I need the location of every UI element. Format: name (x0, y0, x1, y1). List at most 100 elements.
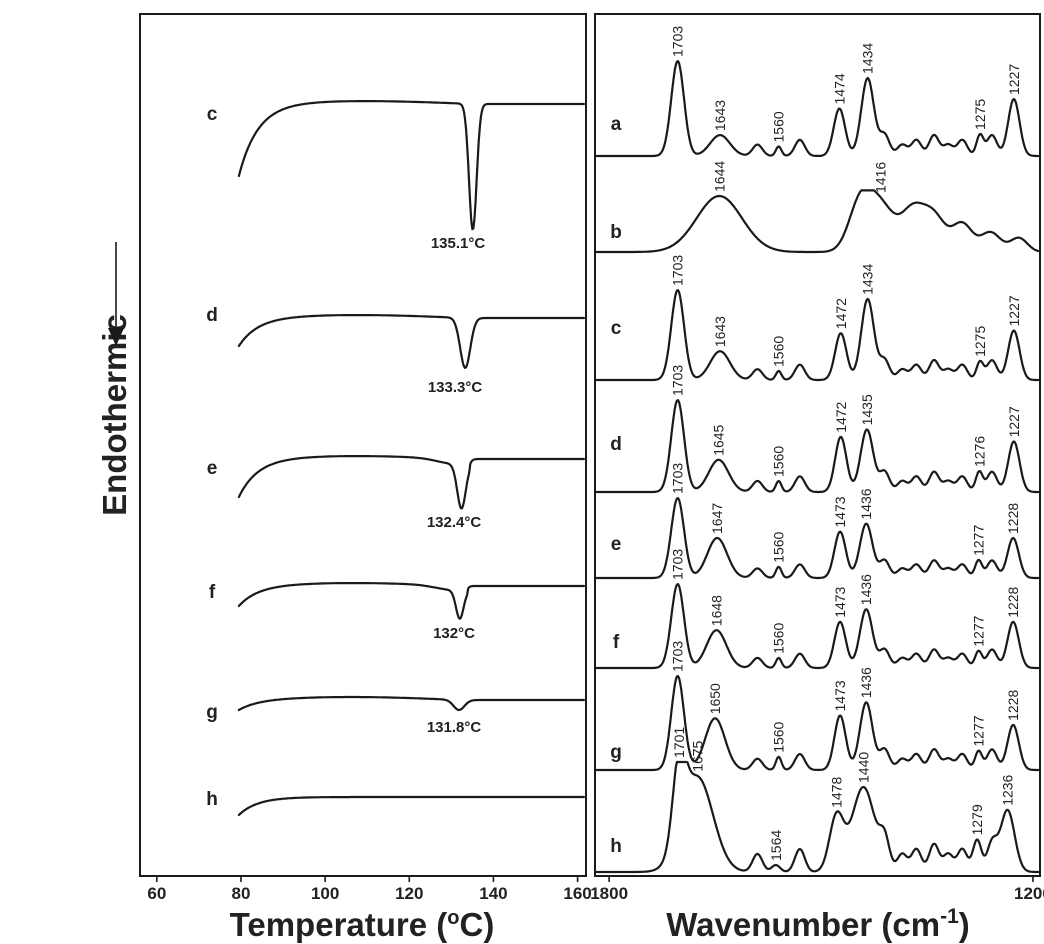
dsc-curve-label-d: d (206, 305, 218, 326)
dsc-x-axis-label-prefix: Temperature ( (230, 906, 448, 943)
ftir-band-label: 1227 (1006, 406, 1022, 437)
ftir-x-axis-label-suffix: ) (959, 906, 970, 943)
ftir-spectrum-b (595, 189, 1040, 254)
dsc-x-tick-label: 140 (479, 884, 507, 903)
ftir-band-label: 1473 (832, 496, 848, 527)
ftir-band-label: 1227 (1006, 295, 1022, 326)
ftir-spectrum-label-g: g (610, 742, 622, 763)
ftir-band-label: 1227 (1006, 64, 1022, 95)
ftir-band-label: 1275 (972, 326, 988, 357)
dsc-curves: c 135.1°C d 133.3°C e 132.4°C f 132°C g 131.8°C h (206, 100, 585, 817)
dsc-curve-f (237, 582, 585, 620)
ftir-spectrum-label-h: h (610, 836, 622, 857)
ftir-x-axis-label: Wavenumber (cm-1) (666, 905, 970, 943)
ftir-x-tick-label: 1800 (590, 884, 628, 903)
ftir-x-ticks: 1800 1200 (590, 876, 1044, 903)
dsc-x-axis-label-degree: o (447, 907, 459, 929)
ftir-band-label: 1648 (709, 595, 725, 626)
ftir-band-label: 1701 (671, 727, 687, 758)
dsc-curve-e (237, 455, 585, 510)
ftir-spectrum-e (595, 497, 1040, 580)
ftir-band-label: 1703 (670, 463, 686, 494)
ftir-spectrum-c (595, 289, 1040, 382)
ftir-band-label: 1650 (707, 683, 723, 714)
dsc-peak-label-e: 132.4°C (427, 514, 482, 531)
ftir-spectrum-label-c: c (611, 318, 622, 339)
dsc-x-ticks: 60 80 100 120 140 160 (147, 876, 592, 903)
ftir-band-label: 1236 (1000, 774, 1016, 805)
ftir-band-label: 1703 (670, 549, 686, 580)
ftir-x-axis-label-prefix: Wavenumber (cm (666, 906, 940, 943)
dsc-x-tick-label: 60 (147, 884, 166, 903)
dsc-y-axis-label: Endothermic (96, 314, 133, 516)
ftir-band-label: 1277 (971, 615, 987, 646)
dsc-curve-label-f: f (209, 582, 216, 603)
ftir-spectrum-h (595, 760, 1040, 874)
ftir-band-label: 1675 (689, 740, 705, 771)
ftir-band-label: 1228 (1005, 690, 1021, 721)
ftir-band-label: 1279 (969, 804, 985, 835)
ftir-band-label: 1277 (971, 525, 987, 556)
ftir-band-label: 1560 (771, 111, 787, 142)
ftir-band-label: 1647 (709, 503, 725, 534)
dsc-curve-label-g: g (206, 702, 218, 723)
ftir-band-label: 1436 (858, 667, 874, 698)
ftir-band-label: 1275 (972, 99, 988, 130)
ftir-band-label: 1560 (771, 623, 787, 654)
ftir-spectrum-a (595, 60, 1040, 158)
ftir-band-label: 1703 (670, 255, 686, 286)
ftir-band-label: 1644 (711, 161, 727, 192)
ftir-spectrum-label-e: e (611, 534, 622, 555)
ftir-band-label: 1436 (858, 488, 874, 519)
dsc-x-axis-label: Temperature (oC) (230, 906, 495, 943)
ftir-band-label: 1703 (670, 26, 686, 57)
ftir-spectrum-label-b: b (610, 222, 622, 243)
ftir-band-label: 1560 (771, 531, 787, 562)
ftir-band-label: 1416 (872, 162, 888, 193)
dsc-curve-g (237, 695, 585, 712)
ftir-band-label: 1434 (860, 43, 876, 74)
ftir-band-label: 1643 (712, 100, 728, 131)
ftir-x-tick-label: 1200 (1014, 884, 1044, 903)
dsc-x-tick-label: 100 (311, 884, 339, 903)
dsc-curve-d (237, 314, 585, 369)
dsc-x-tick-label: 80 (232, 884, 251, 903)
dsc-panel: 60 80 100 120 140 160 c 135.1°C d 133.3°C e 132.4°… (96, 13, 592, 943)
ftir-curves: a 1703 1643 1560 1474 1434 1275 1227 b 1644 1416 c 1… (595, 26, 1040, 874)
ftir-band-label: 1228 (1005, 503, 1021, 534)
dsc-curve-label-e: e (207, 458, 218, 479)
ftir-spectrum-label-d: d (610, 434, 622, 455)
dsc-x-tick-label: 120 (395, 884, 423, 903)
ftir-band-label: 1643 (712, 316, 728, 347)
ftir-band-label: 1472 (833, 401, 849, 432)
dsc-x-tick-label: 160 (563, 884, 591, 903)
ftir-band-label: 1434 (860, 264, 876, 295)
ftir-spectrum-d (595, 399, 1040, 494)
dsc-curve-c (237, 100, 585, 231)
ftir-band-label: 1474 (831, 73, 847, 104)
dsc-plot-frame (139, 13, 587, 877)
endothermic-arrow (108, 242, 124, 346)
ftir-band-label: 1435 (859, 394, 875, 425)
ftir-band-label: 1473 (832, 586, 848, 617)
dsc-curve-h (237, 795, 585, 817)
dsc-peak-label-d: 133.3°C (428, 379, 483, 396)
dsc-peak-label-g: 131.8°C (427, 719, 482, 736)
dsc-curve-label-c: c (207, 104, 218, 125)
ftir-band-label: 1277 (971, 715, 987, 746)
ftir-spectrum-label-f: f (613, 632, 620, 653)
ftir-band-label: 1560 (771, 336, 787, 367)
dsc-peak-label-f: 132°C (433, 625, 475, 642)
ftir-band-label: 1228 (1005, 586, 1021, 617)
ftir-x-axis-label-exponent: -1 (940, 905, 959, 928)
ftir-spectrum-f (595, 583, 1040, 670)
ftir-spectrum-label-a: a (611, 114, 622, 135)
ftir-band-label: 1473 (832, 680, 848, 711)
ftir-plot-frame (594, 13, 1041, 877)
ftir-band-label: 1478 (829, 777, 845, 808)
ftir-band-label: 1564 (768, 830, 784, 861)
dsc-curve-label-h: h (206, 789, 218, 810)
ftir-band-label: 1645 (711, 424, 727, 455)
ftir-band-label: 1560 (771, 721, 787, 752)
dsc-peak-label-c: 135.1°C (431, 235, 486, 252)
